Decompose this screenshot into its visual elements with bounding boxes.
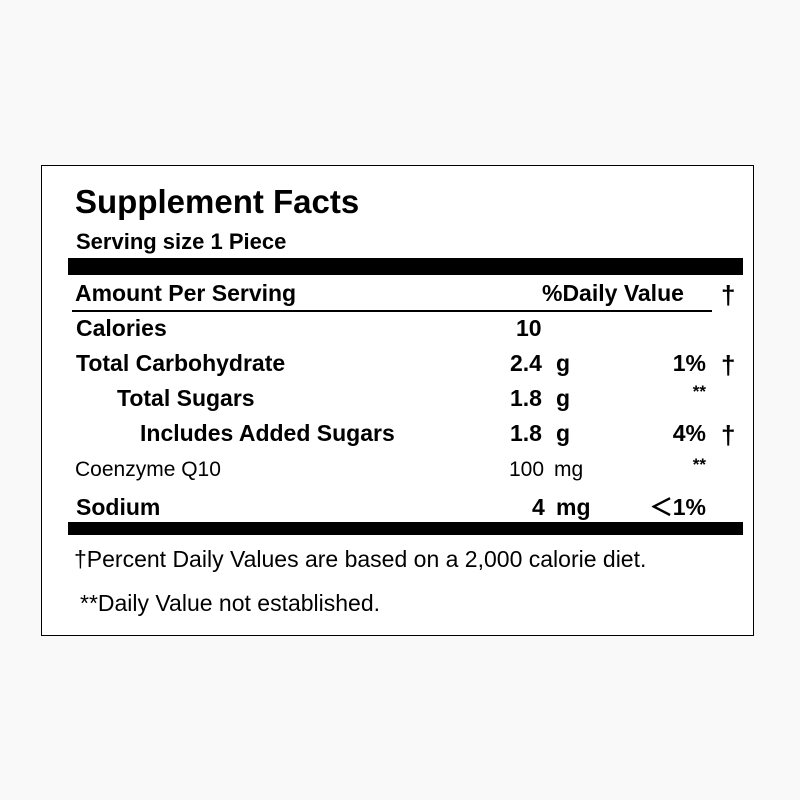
nutrient-dv-added-sugars: 4% <box>672 420 706 446</box>
thick-divider-top <box>68 258 743 275</box>
nutrient-name-calories: Calories <box>76 315 167 341</box>
serving-size: Serving size 1 Piece <box>76 229 287 254</box>
footnote-daily-values: †Percent Daily Values are based on a 2,0… <box>74 546 647 572</box>
nutrient-amount-total-sugars: 1.8 <box>510 385 542 411</box>
daily-value-header-dagger: † <box>721 280 736 310</box>
nutrient-name-added-sugars: Includes Added Sugars <box>140 420 395 446</box>
nutrient-name-total-carbohydrate: Total Carbohydrate <box>76 350 286 376</box>
nutrient-dv-total-carbohydrate: 1% <box>672 350 706 376</box>
label-title: Supplement Facts <box>75 183 360 220</box>
nutrient-mark-added-sugars: † <box>721 420 736 450</box>
nutrient-amount-coenzyme-q10: 100 <box>509 458 545 481</box>
supplement-facts-label: Supplement Facts Serving size 1 Piece Am… <box>41 165 754 636</box>
thin-divider <box>72 310 712 312</box>
nutrient-name-coenzyme-q10: Coenzyme Q10 <box>75 458 221 481</box>
amount-per-serving-header: Amount Per Serving <box>75 280 297 306</box>
nutrient-name-sodium: Sodium <box>76 494 161 520</box>
nutrient-dv-total-sugars: ** <box>692 382 706 401</box>
nutrient-amount-added-sugars: 1.8 <box>510 420 542 446</box>
thick-divider-bottom <box>68 522 743 535</box>
nutrient-dv-sodium: ＜1% <box>649 494 706 520</box>
nutrient-amount-total-carbohydrate: 2.4 <box>510 350 542 376</box>
nutrient-unit-added-sugars: g <box>556 420 571 446</box>
nutrient-name-total-sugars: Total Sugars <box>117 385 255 411</box>
nutrient-unit-coenzyme-q10: mg <box>554 458 584 481</box>
nutrient-unit-total-sugars: g <box>556 385 571 411</box>
nutrient-unit-total-carbohydrate: g <box>556 350 571 376</box>
footnote-not-established: **Daily Value not established. <box>80 590 381 616</box>
nutrient-amount-sodium: 4 <box>532 494 545 520</box>
nutrient-dv-coenzyme-q10: ** <box>692 455 706 474</box>
daily-value-header: %Daily Value <box>542 280 684 306</box>
nutrient-amount-calories: 10 <box>516 315 542 341</box>
nutrient-mark-total-carbohydrate: † <box>721 350 736 380</box>
nutrient-unit-sodium: mg <box>556 494 591 520</box>
